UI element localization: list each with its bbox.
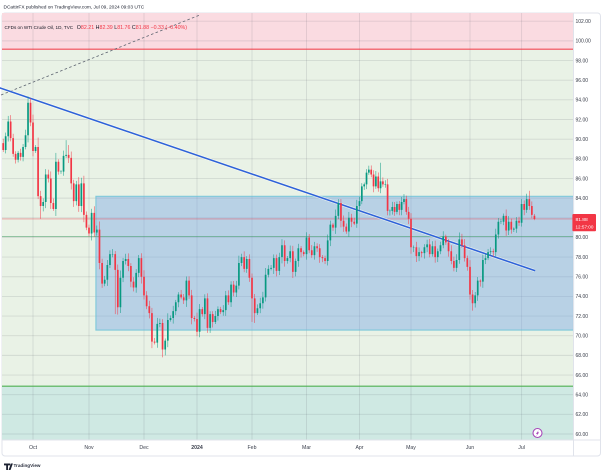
svg-text:68.00: 68.00 — [576, 353, 589, 359]
svg-text:Nov: Nov — [84, 445, 94, 451]
svg-text:81.88: 81.88 — [576, 217, 589, 223]
svg-text:66.00: 66.00 — [576, 373, 589, 379]
svg-text:80.00: 80.00 — [576, 235, 589, 241]
svg-text:78.00: 78.00 — [576, 255, 589, 261]
svg-text:Oct: Oct — [29, 445, 38, 451]
svg-text:2024: 2024 — [191, 445, 203, 451]
svg-text:72.00: 72.00 — [576, 314, 589, 320]
svg-text:94.00: 94.00 — [576, 98, 589, 104]
svg-text:Jul: Jul — [518, 445, 525, 451]
svg-text:96.00: 96.00 — [576, 78, 589, 84]
svg-text:88.00: 88.00 — [576, 157, 589, 163]
svg-text:98.00: 98.00 — [576, 58, 589, 64]
svg-text:64.00: 64.00 — [576, 392, 589, 398]
svg-text:60.00: 60.00 — [576, 432, 589, 438]
svg-text:Apr: Apr — [355, 445, 363, 451]
svg-text:May: May — [406, 445, 416, 451]
svg-text:TradingView: TradingView — [14, 463, 41, 468]
svg-text:86.00: 86.00 — [576, 176, 589, 182]
svg-text:Dec: Dec — [139, 445, 149, 451]
svg-text:100.00: 100.00 — [576, 39, 592, 45]
svg-text:DCattirFX published on Trading: DCattirFX published on TradingView.com, … — [4, 5, 145, 11]
svg-text:Jun: Jun — [466, 445, 474, 451]
svg-text:76.00: 76.00 — [576, 275, 589, 281]
svg-text:62.00: 62.00 — [576, 412, 589, 418]
svg-text:12:57:00: 12:57:00 — [576, 225, 594, 230]
svg-text:92.00: 92.00 — [576, 117, 589, 123]
svg-text:84.00: 84.00 — [576, 196, 589, 202]
svg-text:74.00: 74.00 — [576, 294, 589, 300]
svg-text:Feb: Feb — [248, 445, 257, 451]
svg-text:CFDs on WTI Crude Oil, 1D, TVC: CFDs on WTI Crude Oil, 1D, TVC O82.21 H82… — [5, 25, 188, 31]
svg-text:Mar: Mar — [302, 445, 311, 451]
svg-text:90.00: 90.00 — [576, 137, 589, 143]
svg-text:70.00: 70.00 — [576, 334, 589, 340]
svg-text:102.00: 102.00 — [576, 19, 592, 25]
